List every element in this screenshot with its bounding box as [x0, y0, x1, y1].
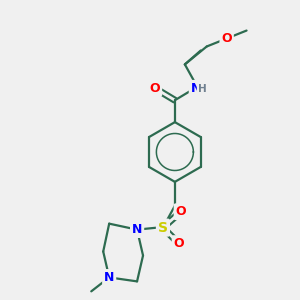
Text: N: N: [132, 223, 142, 236]
Text: S: S: [158, 220, 168, 235]
Text: O: O: [150, 82, 160, 95]
Text: O: O: [176, 205, 186, 218]
Text: N: N: [132, 223, 142, 236]
Text: N: N: [190, 82, 201, 95]
Text: N: N: [104, 271, 114, 284]
Text: O: O: [174, 237, 184, 250]
Text: H: H: [198, 84, 207, 94]
Text: O: O: [221, 32, 232, 45]
